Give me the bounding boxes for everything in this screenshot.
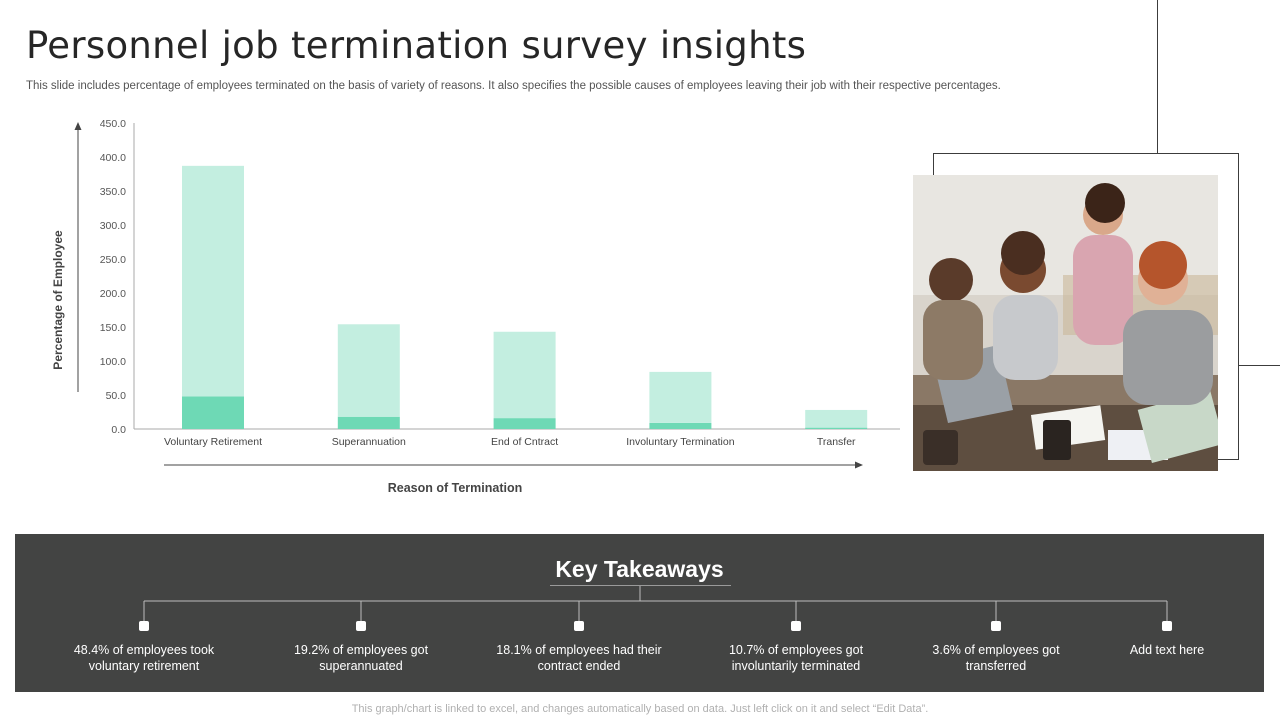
x-tick-label: Superannuation xyxy=(332,436,406,448)
x-tick-label: Voluntary Retirement xyxy=(164,436,262,448)
decorative-vertical-line xyxy=(1157,0,1158,153)
bar-segment-0 xyxy=(493,418,556,429)
key-takeaways-title: Key Takeaways xyxy=(555,556,724,582)
y-tick-label: 250.0 xyxy=(100,254,126,266)
bar-segment-0 xyxy=(649,422,712,429)
y-tick-label: 300.0 xyxy=(100,220,126,232)
bars xyxy=(182,165,868,429)
connector-node xyxy=(991,621,1001,631)
y-tick-label: 100.0 xyxy=(100,356,126,368)
takeaway-item: 10.7% of employees got involuntarily ter… xyxy=(728,643,864,673)
y-axis-label: Percentage of Employee xyxy=(51,230,65,370)
takeaway-item: 3.6% of employees got transferred xyxy=(932,643,1060,673)
bar-segment-1 xyxy=(649,371,712,423)
page-title: Personnel job termination survey insight… xyxy=(26,24,807,67)
y-tick-label: 50.0 xyxy=(106,390,127,402)
x-axis-arrowhead xyxy=(855,461,863,469)
x-tick-label: Transfer xyxy=(817,436,856,448)
bar-segment-1 xyxy=(337,324,400,417)
y-tick-label: 450.0 xyxy=(100,118,126,130)
connector-node xyxy=(574,621,584,631)
y-tick-label: 150.0 xyxy=(100,322,126,334)
bar-segment-0 xyxy=(182,396,244,429)
y-tick-label: 0.0 xyxy=(111,424,126,436)
x-axis-label: Reason of Termination xyxy=(388,481,523,495)
connector-node xyxy=(791,621,801,631)
decorative-horizontal-line xyxy=(1238,365,1280,366)
key-takeaways-underline xyxy=(550,585,731,586)
footer-note: This graph/chart is linked to excel, and… xyxy=(351,703,929,715)
x-tick-label: Involuntary Termination xyxy=(626,436,735,448)
takeaways-connector xyxy=(139,586,1172,631)
bar-segment-1 xyxy=(182,165,244,397)
y-tick-label: 200.0 xyxy=(100,288,126,300)
connector-node xyxy=(139,621,149,631)
bar-segment-0 xyxy=(805,427,868,429)
connector-node xyxy=(1162,621,1172,631)
x-tick-labels: Voluntary Retirement Superannuation End of… xyxy=(164,436,856,448)
takeaway-item: 19.2% of employees got superannuated xyxy=(293,643,429,673)
connector-node xyxy=(356,621,366,631)
bar-chart: Percentage of Employee Reason of Termina… xyxy=(51,118,900,495)
bar-segment-1 xyxy=(805,409,868,428)
takeaway-item: 18.1% of employees had their contract en… xyxy=(496,643,662,673)
takeaway-item: Add text here xyxy=(1129,643,1205,657)
y-tick-labels: 0.0 50.0 100.0 150.0 200.0 250.0 300.0 350.0 400… xyxy=(100,118,126,436)
bar-segment-1 xyxy=(493,331,556,419)
team-photo xyxy=(913,175,1218,471)
bar-segment-0 xyxy=(337,416,400,429)
key-takeaways-panel: Key Takeaways 48.4% of employees took vo… xyxy=(15,534,1264,692)
x-tick-label: End of Cntract xyxy=(491,436,558,448)
y-tick-label: 350.0 xyxy=(100,186,126,198)
y-axis-arrowhead xyxy=(74,122,82,130)
page-subtitle: This slide includes percentage of employ… xyxy=(26,80,1001,92)
y-tick-label: 400.0 xyxy=(100,152,126,164)
takeaway-item: 48.4% of employees took voluntary retire… xyxy=(73,643,215,673)
